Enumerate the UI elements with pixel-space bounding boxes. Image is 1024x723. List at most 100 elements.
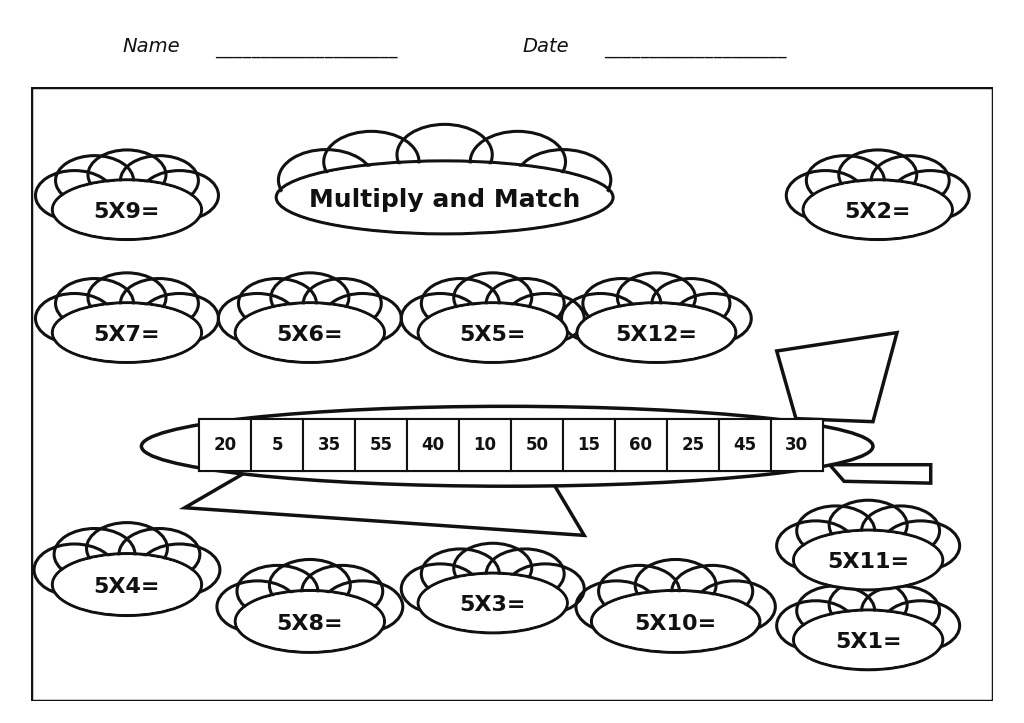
Circle shape xyxy=(470,132,565,192)
Bar xyxy=(615,419,667,471)
Circle shape xyxy=(454,273,531,322)
Circle shape xyxy=(324,132,419,192)
Text: 5X6=: 5X6= xyxy=(276,325,343,345)
Text: 40: 40 xyxy=(422,436,444,454)
Ellipse shape xyxy=(52,180,202,239)
Circle shape xyxy=(776,601,855,651)
Circle shape xyxy=(88,150,166,200)
Text: 5X9=: 5X9= xyxy=(94,202,160,222)
Circle shape xyxy=(454,543,531,593)
Circle shape xyxy=(421,549,500,599)
Text: 50: 50 xyxy=(525,436,549,454)
Circle shape xyxy=(694,581,775,633)
Bar xyxy=(303,419,355,471)
Circle shape xyxy=(55,278,133,328)
Ellipse shape xyxy=(795,531,941,589)
Circle shape xyxy=(34,544,115,596)
Ellipse shape xyxy=(795,612,941,668)
Circle shape xyxy=(882,521,959,570)
Circle shape xyxy=(421,278,500,328)
Bar xyxy=(199,419,823,471)
Circle shape xyxy=(506,564,585,614)
Text: 5X7=: 5X7= xyxy=(93,325,161,345)
Ellipse shape xyxy=(805,181,951,238)
Text: 45: 45 xyxy=(733,436,757,454)
Circle shape xyxy=(506,294,585,343)
Ellipse shape xyxy=(276,161,613,234)
Circle shape xyxy=(302,565,383,617)
Bar xyxy=(667,419,719,471)
Ellipse shape xyxy=(803,180,952,239)
Circle shape xyxy=(891,171,970,221)
Circle shape xyxy=(797,506,874,556)
Text: 5X2=: 5X2= xyxy=(845,202,911,222)
Text: 10: 10 xyxy=(473,436,497,454)
Bar xyxy=(511,419,563,471)
Ellipse shape xyxy=(794,530,943,590)
Circle shape xyxy=(279,150,374,210)
Circle shape xyxy=(55,155,133,205)
Circle shape xyxy=(871,155,949,205)
Circle shape xyxy=(401,294,479,343)
Circle shape xyxy=(776,521,855,570)
Circle shape xyxy=(829,500,907,550)
Ellipse shape xyxy=(418,573,567,633)
Circle shape xyxy=(271,273,349,322)
Ellipse shape xyxy=(592,591,760,652)
Text: ____________________: ____________________ xyxy=(604,40,786,58)
Ellipse shape xyxy=(237,592,383,651)
Ellipse shape xyxy=(54,555,200,614)
Ellipse shape xyxy=(52,303,202,362)
Circle shape xyxy=(139,544,220,596)
Bar xyxy=(199,419,251,471)
Ellipse shape xyxy=(420,304,566,361)
Circle shape xyxy=(599,565,680,617)
Ellipse shape xyxy=(418,303,567,362)
Bar xyxy=(563,419,615,471)
Text: Multiply and Match: Multiply and Match xyxy=(309,189,581,213)
Circle shape xyxy=(652,278,730,328)
Circle shape xyxy=(486,278,564,328)
Ellipse shape xyxy=(236,591,384,652)
Bar xyxy=(719,419,771,471)
Text: Name: Name xyxy=(123,38,180,56)
Circle shape xyxy=(786,171,864,221)
Circle shape xyxy=(797,586,874,636)
Text: 5X4=: 5X4= xyxy=(94,577,160,597)
Circle shape xyxy=(121,155,199,205)
Ellipse shape xyxy=(420,575,566,631)
Circle shape xyxy=(88,273,166,322)
Ellipse shape xyxy=(52,554,202,615)
Bar xyxy=(355,419,408,471)
Ellipse shape xyxy=(577,303,736,362)
Ellipse shape xyxy=(593,592,758,651)
Circle shape xyxy=(861,506,940,556)
Polygon shape xyxy=(829,465,931,483)
Circle shape xyxy=(575,581,656,633)
Circle shape xyxy=(119,529,200,580)
Ellipse shape xyxy=(54,304,200,361)
Text: 5X3=: 5X3= xyxy=(460,596,526,615)
Circle shape xyxy=(140,171,218,221)
Bar xyxy=(251,419,303,471)
Circle shape xyxy=(36,171,114,221)
Circle shape xyxy=(515,150,611,210)
Circle shape xyxy=(269,560,350,611)
Circle shape xyxy=(401,564,479,614)
Ellipse shape xyxy=(54,181,200,238)
Circle shape xyxy=(237,565,317,617)
Ellipse shape xyxy=(237,304,383,361)
Circle shape xyxy=(239,278,316,328)
Circle shape xyxy=(806,155,885,205)
Ellipse shape xyxy=(794,610,943,669)
Text: ____________________: ____________________ xyxy=(215,40,397,58)
Ellipse shape xyxy=(236,303,384,362)
Bar xyxy=(771,419,823,471)
Text: 35: 35 xyxy=(317,436,341,454)
Text: 30: 30 xyxy=(785,436,809,454)
Ellipse shape xyxy=(141,406,872,486)
Text: 5X12=: 5X12= xyxy=(615,325,697,345)
Circle shape xyxy=(882,601,959,651)
Text: 5X8=: 5X8= xyxy=(276,614,343,634)
Text: 20: 20 xyxy=(214,436,237,454)
